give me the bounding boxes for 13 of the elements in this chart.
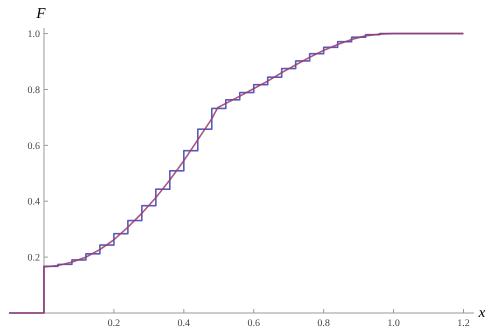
x-tick-label: 1.0 — [387, 318, 400, 329]
x-tick-label: 0.4 — [178, 318, 190, 329]
x-axis-title: x — [478, 305, 486, 321]
x-tick-label: 0.8 — [317, 318, 330, 329]
y-tick-label: 0.8 — [27, 84, 40, 96]
y-axis-title: F — [35, 6, 46, 22]
x-tick-label: 0.6 — [247, 318, 260, 329]
y-tick-label: 0.6 — [27, 140, 40, 152]
y-tick-label: 1.0 — [27, 29, 40, 40]
x-tick-label: 1.2 — [457, 318, 470, 329]
y-tick-label: 0.4 — [27, 196, 40, 208]
x-tick-label: 0.2 — [108, 318, 120, 329]
y-tick-label: 0.2 — [27, 252, 40, 264]
